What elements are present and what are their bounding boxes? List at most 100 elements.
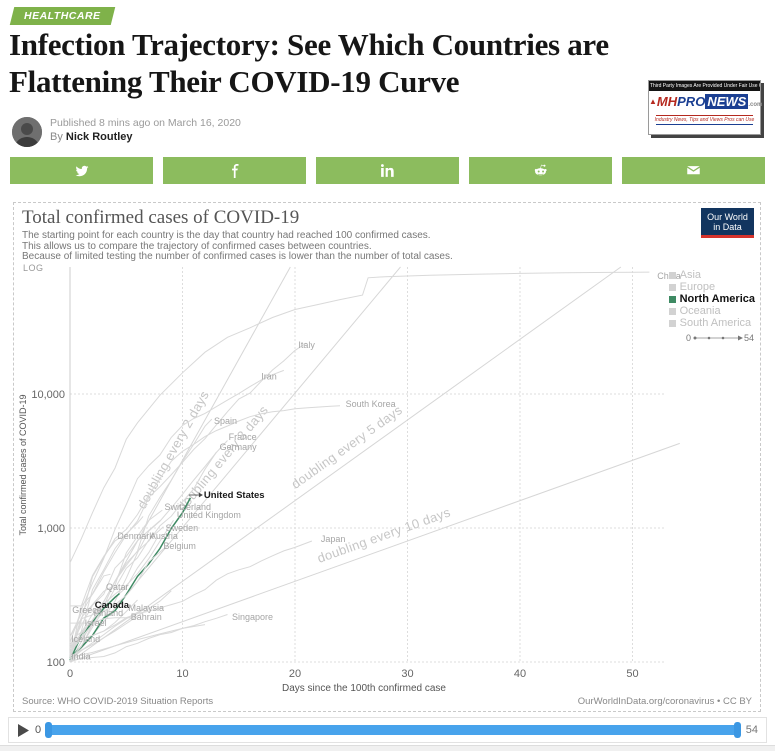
share-email-button[interactable]	[622, 157, 765, 184]
svg-text:doubling every 5 days: doubling every 5 days	[288, 402, 405, 492]
svg-text:Bahrain: Bahrain	[131, 612, 162, 622]
legend-entry-south-america[interactable]: South America	[668, 317, 755, 329]
svg-text:Qatar: Qatar	[106, 582, 129, 592]
avatar[interactable]	[12, 117, 42, 147]
share-linkedin-button[interactable]	[316, 157, 459, 184]
share-reddit-button[interactable]	[469, 157, 612, 184]
page-title: Infection Trajectory: See Which Countrie…	[9, 26, 649, 100]
svg-text:United States: United States	[204, 490, 265, 501]
covid-trajectory-chart[interactable]: 100 1,000 10,000 0 10 20 30 40 50 Days since the …	[14, 203, 760, 711]
arrow-right-icon	[738, 335, 743, 341]
play-icon	[18, 723, 29, 737]
legend-swatch	[668, 319, 676, 327]
svg-text:Germany: Germany	[220, 442, 258, 452]
svg-text:South Korea: South Korea	[346, 399, 396, 409]
svg-text:Finland: Finland	[94, 608, 124, 618]
legend-swatch	[668, 271, 676, 279]
chart-subtitle: The starting point for each country is t…	[22, 230, 453, 263]
svg-text:Greece: Greece	[72, 605, 102, 615]
share-twitter-button[interactable]	[10, 157, 153, 184]
chart-source: Source: WHO COVID-2019 Situation Reports	[22, 696, 214, 707]
svg-text:Singapore: Singapore	[232, 612, 273, 622]
logo-blue-rule	[656, 124, 753, 125]
svg-text:Days since the 100th confirmed: Days since the 100th confirmed case	[282, 683, 446, 694]
svg-text:India: India	[71, 651, 91, 661]
svg-text:10: 10	[176, 668, 188, 680]
svg-text:Sweden: Sweden	[166, 523, 199, 533]
svg-text:Italy: Italy	[298, 340, 315, 350]
chart-card: 100 1,000 10,000 0 10 20 30 40 50 Days since the …	[13, 202, 761, 712]
slider-min-label: 0	[35, 724, 42, 736]
byline: By Nick Routley	[50, 131, 133, 143]
svg-text:Total confirmed cases of COVID: Total confirmed cases of COVID-19	[18, 394, 28, 535]
slider-handle-start[interactable]	[45, 722, 53, 738]
twitter-icon	[75, 165, 88, 176]
share-row	[10, 157, 765, 184]
chart-subtitle-line: The starting point for each country is t…	[22, 230, 431, 241]
author-link[interactable]: Nick Routley	[65, 131, 133, 143]
svg-text:Japan: Japan	[321, 534, 346, 544]
svg-text:30: 30	[401, 668, 413, 680]
linkedin-icon	[381, 164, 394, 177]
svg-text:0: 0	[67, 668, 73, 680]
svg-text:Spain: Spain	[214, 416, 237, 426]
svg-text:Austria: Austria	[150, 531, 178, 541]
svg-text:Switzerland: Switzerland	[165, 502, 212, 512]
slider-max-label: 54	[745, 724, 758, 736]
owid-logo[interactable]: Our World in Data	[701, 208, 754, 238]
facebook-icon	[231, 163, 238, 178]
legend-swatch	[668, 283, 676, 291]
house-icon: ▲	[649, 97, 657, 106]
svg-text:France: France	[229, 432, 257, 442]
person-icon	[12, 117, 42, 147]
timeline-end-label: 54	[744, 333, 754, 343]
chart-subtitle-line: This allows us to compare the trajectory…	[22, 240, 372, 252]
chart-title: Total confirmed cases of COVID-19	[22, 207, 300, 228]
email-icon	[687, 166, 700, 175]
scale-toggle[interactable]: LOG	[23, 263, 44, 273]
author-row: Published 8 mins ago on March 16, 2020 B…	[12, 115, 412, 149]
svg-text:Iceland: Iceland	[71, 634, 100, 644]
article-meta: Published 8 mins ago on March 16, 2020 B…	[50, 117, 241, 143]
svg-text:100: 100	[47, 657, 65, 669]
category-tag[interactable]: HEALTHCARE	[9, 7, 115, 25]
published-line: Published 8 mins ago on March 16, 2020	[50, 117, 241, 129]
logo-disclaimer: Third Party Images Are Provided Under Fa…	[649, 81, 760, 91]
svg-text:20: 20	[289, 668, 301, 680]
timeline-slider-row: 0 54	[8, 717, 767, 743]
legend-swatch	[668, 307, 676, 315]
title-line-2: Flattening Their COVID-19 Curve	[9, 64, 460, 99]
play-button[interactable]	[18, 723, 29, 737]
svg-text:Iran: Iran	[261, 372, 277, 382]
title-line-1: Infection Trajectory: See Which Countrie…	[9, 27, 609, 62]
legend-entry-asia[interactable]: Asia	[668, 269, 755, 281]
svg-text:Canada: Canada	[95, 600, 130, 611]
bottom-strip	[0, 745, 775, 751]
logo-red-rule	[656, 115, 753, 116]
mhpronews-logo: Third Party Images Are Provided Under Fa…	[648, 80, 763, 135]
svg-text:Denmark: Denmark	[117, 531, 154, 541]
svg-text:United Kingdom: United Kingdom	[177, 510, 241, 520]
logo-tagline: Industry News, Tips and Views Pros can U…	[654, 117, 755, 123]
chart-legend: Asia Europe North America Oceania South Amer…	[668, 269, 755, 329]
share-facebook-button[interactable]	[163, 157, 306, 184]
svg-text:Belgium: Belgium	[163, 541, 196, 551]
legend-entry-north-america[interactable]: North America	[668, 293, 755, 305]
svg-text:10,000: 10,000	[31, 389, 65, 401]
timeline-start-label: 0	[686, 333, 691, 343]
legend-swatch	[668, 295, 676, 303]
chart-subtitle-line: Because of limited testing the number of…	[22, 251, 453, 262]
legend-entry-europe[interactable]: Europe	[668, 281, 755, 293]
svg-text:Malaysia: Malaysia	[129, 603, 165, 613]
legend-timeline: 0 54	[686, 333, 754, 343]
reddit-icon	[534, 164, 547, 176]
svg-text:40: 40	[514, 668, 526, 680]
logo-brand: ▲MHPRO NEWS .com	[649, 94, 763, 109]
svg-text:50: 50	[626, 668, 638, 680]
chart-credit[interactable]: OurWorldInData.org/coronavirus • CC BY	[577, 696, 752, 707]
legend-entry-oceania[interactable]: Oceania	[668, 305, 755, 317]
svg-text:1,000: 1,000	[37, 523, 65, 535]
slider-handle-end[interactable]	[733, 722, 741, 738]
timeline-slider-track[interactable]	[45, 722, 741, 738]
svg-text:Israel: Israel	[85, 618, 107, 628]
